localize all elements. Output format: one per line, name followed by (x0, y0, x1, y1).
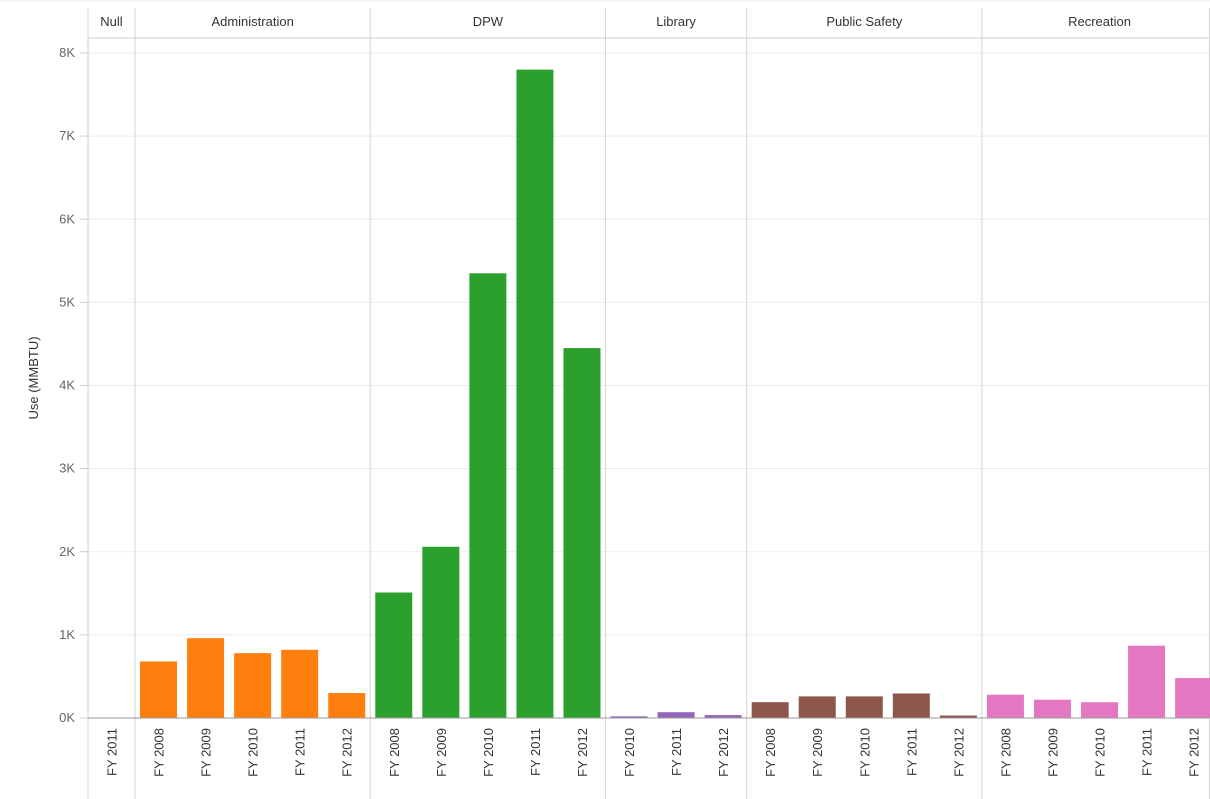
bar (1033, 699, 1071, 718)
y-tick-label: 5K (59, 294, 75, 309)
bar (1081, 702, 1119, 718)
bar (892, 693, 930, 718)
bar (187, 638, 225, 718)
bar (140, 661, 178, 718)
bar (657, 712, 695, 718)
panel-header-label: Administration (211, 14, 293, 29)
x-tick-label: FY 2012 (575, 728, 590, 777)
y-axis-title: Use (MMBTU) (26, 336, 41, 419)
x-tick-label: FY 2008 (152, 728, 167, 777)
x-tick-label: FY 2012 (340, 728, 355, 777)
x-tick-label: FY 2010 (246, 728, 261, 777)
x-tick-label: FY 2010 (481, 728, 496, 777)
bar (610, 716, 648, 718)
bar (1175, 678, 1210, 718)
panel-header-row: Null Administration DPW Library Public Safet… (0, 0, 1210, 39)
x-tick-label: FY 2010 (622, 728, 637, 777)
bar (328, 693, 366, 718)
bar (234, 653, 272, 718)
bar (422, 546, 460, 718)
x-tick-label: FY 2009 (1045, 728, 1060, 777)
x-tick-label: FY 2009 (810, 728, 825, 777)
bar (516, 69, 554, 718)
x-tick-label: FY 2009 (434, 728, 449, 777)
bar (798, 696, 836, 718)
x-tick-label: FY 2011 (1140, 728, 1155, 776)
bar (845, 696, 883, 718)
x-axis-ticks: FY 2011 FY 2008 FY 2009 FY 2010 FY 2011 FY 20… (105, 728, 1202, 777)
x-tick-label: FY 2008 (763, 728, 778, 777)
x-tick-label: FY 2008 (998, 728, 1013, 777)
y-tick-label: 3K (59, 461, 75, 476)
y-tick-label: 4K (59, 378, 75, 393)
x-tick-label: FY 2012 (951, 728, 966, 777)
bar (939, 715, 977, 718)
x-tick-label: FY 2011 (904, 728, 919, 776)
x-tick-label: FY 2009 (199, 728, 214, 777)
x-tick-label: FY 2011 (528, 728, 543, 776)
bar (281, 649, 319, 718)
bar (986, 694, 1024, 718)
bar (469, 273, 507, 718)
panel-header-label: Public Safety (826, 14, 902, 29)
x-tick-label: FY 2012 (716, 728, 731, 777)
bar (704, 715, 742, 718)
x-tick-label: FY 2008 (387, 728, 402, 777)
axis-layer: Use (MMBTU) 0K 1K 2K 3K 4K 5K 6K 7K 8K (26, 38, 1210, 725)
y-tick-label: 8K (59, 45, 75, 60)
y-tick-label: 2K (59, 544, 75, 559)
y-tick-label: 6K (59, 211, 75, 226)
x-tick-label: FY 2011 (669, 728, 684, 776)
x-tick-label: FY 2010 (857, 728, 872, 777)
panel-header-label: Library (656, 14, 696, 29)
y-tick-label: 1K (59, 627, 75, 642)
panel-header-label: DPW (473, 14, 504, 29)
panel-header-label: Recreation (1068, 14, 1131, 29)
panel-header-label: Null (100, 14, 123, 29)
bar (563, 348, 601, 718)
bar (1128, 645, 1166, 718)
bar (375, 592, 413, 718)
x-tick-label: FY 2010 (1093, 728, 1108, 777)
y-tick-label: 0K (59, 710, 75, 725)
x-tick-label: FY 2011 (293, 728, 308, 776)
bars-layer (140, 69, 1210, 718)
grid-layer (87, 8, 1210, 799)
bar (751, 702, 789, 718)
x-tick-label: FY 2011 (105, 728, 120, 776)
y-tick-label: 7K (59, 128, 75, 143)
x-tick-label: FY 2012 (1187, 728, 1202, 777)
